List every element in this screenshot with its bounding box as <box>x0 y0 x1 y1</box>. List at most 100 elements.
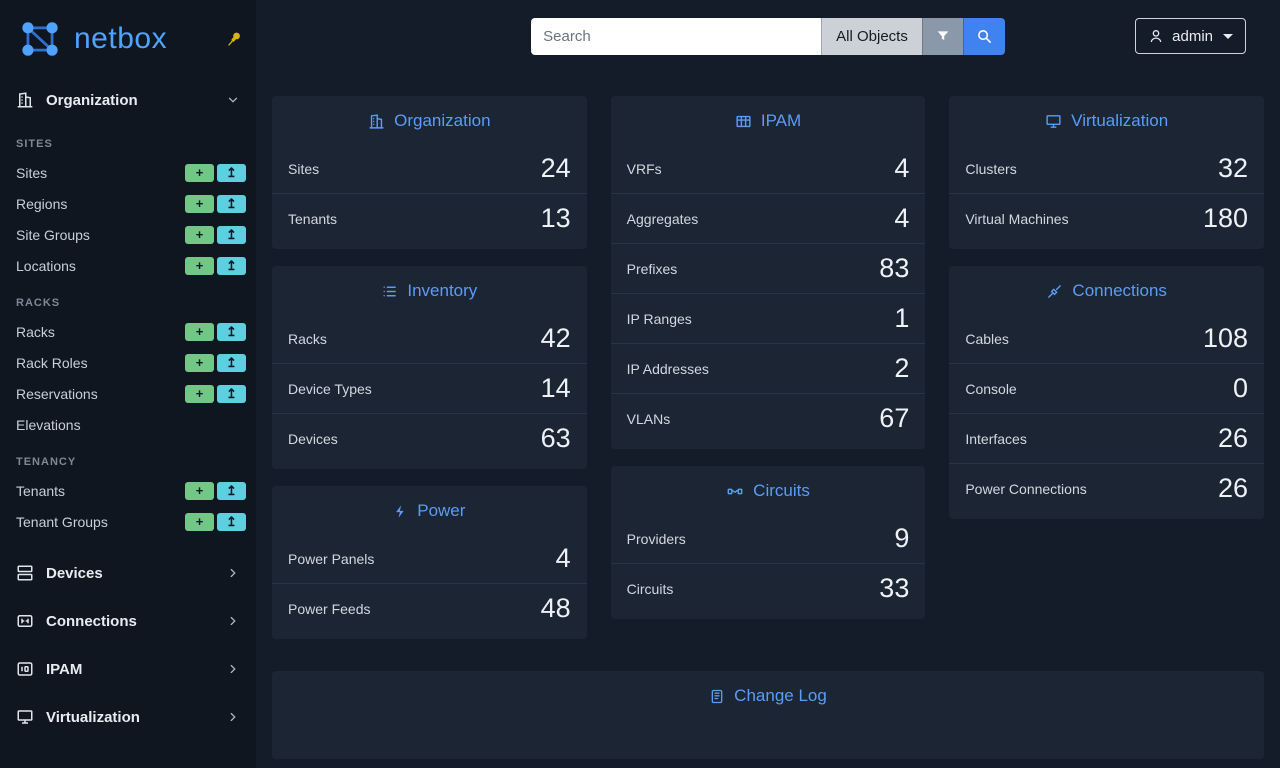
stat-row[interactable]: Aggregates 4 <box>610 193 926 243</box>
sidebar-group-label: Connections <box>46 612 137 630</box>
add-button[interactable]: + <box>185 512 214 531</box>
sidebar-group-ipam[interactable]: IPAM <box>0 645 256 693</box>
stat-row[interactable]: Device Types 14 <box>272 363 587 413</box>
import-button[interactable]: ↥ <box>217 194 246 213</box>
add-button[interactable]: + <box>185 163 214 182</box>
sidebar-item-rack-roles[interactable]: Rack Roles + ↥ <box>0 347 256 378</box>
import-button[interactable]: ↥ <box>217 225 246 244</box>
filter-button[interactable] <box>921 17 963 55</box>
stat-row[interactable]: IP Ranges 1 <box>610 293 926 343</box>
stat-value: 33 <box>879 573 910 603</box>
card-header: Circuits <box>611 466 926 514</box>
add-button[interactable]: + <box>185 194 214 213</box>
stat-label: VLANs <box>626 410 671 427</box>
stat-label: Tenants <box>288 210 338 227</box>
sidebar-item-label: Regions <box>16 195 68 212</box>
card-column: Organization Sites 24 Tenants 13 Invento… <box>272 96 587 639</box>
stat-value: 4 <box>555 543 571 573</box>
circuits-icon <box>726 483 744 500</box>
stat-row[interactable]: Tenants 13 <box>272 193 587 243</box>
stat-label: Providers <box>626 530 686 547</box>
brand-name: netbox <box>74 22 168 55</box>
power-card: Power Power Panels 4 Power Feeds 48 <box>272 486 587 639</box>
sidebar-group-virtualization[interactable]: Virtualization <box>0 693 256 741</box>
import-button[interactable]: ↥ <box>217 256 246 275</box>
add-button[interactable]: + <box>185 256 214 275</box>
caret-down-icon <box>1223 33 1233 39</box>
stat-value: 83 <box>879 253 910 283</box>
stat-value: 26 <box>1217 473 1249 503</box>
sidebar-item-tenant-groups[interactable]: Tenant Groups + ↥ <box>0 506 256 537</box>
add-button[interactable]: + <box>185 225 214 244</box>
stat-row[interactable]: Power Panels 4 <box>272 534 587 583</box>
sidebar-item-label: Tenants <box>16 482 66 499</box>
brand[interactable]: netbox <box>0 0 256 78</box>
stat-row[interactable]: Clusters 32 <box>949 144 1264 193</box>
section-title-tenancy: TENANCY <box>16 456 77 468</box>
ipam-icon <box>16 660 34 678</box>
search-input[interactable] <box>531 17 822 55</box>
stat-row[interactable]: Providers 9 <box>611 514 926 563</box>
stat-row[interactable]: Sites 24 <box>272 144 587 193</box>
stat-row[interactable]: Prefixes 83 <box>610 243 926 293</box>
import-button[interactable]: ↥ <box>217 384 246 403</box>
sidebar-item-racks[interactable]: Racks + ↥ <box>0 316 256 347</box>
pin-icon[interactable] <box>222 27 246 51</box>
topbar: All Objects admin <box>272 0 1264 72</box>
connections-card: Connections Cables 108 Console 0 Interfa… <box>949 266 1265 519</box>
import-button[interactable]: ↥ <box>217 322 246 341</box>
stat-value: 32 <box>1217 153 1249 183</box>
stat-label: Aggregates <box>626 210 699 227</box>
stat-value: 63 <box>540 423 571 453</box>
sidebar-item-locations[interactable]: Locations + ↥ <box>0 250 256 281</box>
card-title: Connections <box>1072 281 1167 300</box>
stat-row[interactable]: VLANs 67 <box>610 393 926 443</box>
add-button[interactable]: + <box>185 353 214 372</box>
chevron-right-icon <box>226 710 240 724</box>
stat-row[interactable]: Racks 42 <box>272 314 587 363</box>
search-submit-button[interactable] <box>962 17 1005 55</box>
stat-row[interactable]: Virtual Machines 180 <box>949 193 1265 243</box>
stat-label: Interfaces <box>965 430 1027 447</box>
add-button[interactable]: + <box>185 481 214 500</box>
organization-card: Organization Sites 24 Tenants 13 <box>272 96 587 249</box>
stat-row[interactable]: Power Connections 26 <box>949 463 1265 513</box>
stat-row[interactable]: Circuits 33 <box>610 563 926 613</box>
import-button[interactable]: ↥ <box>217 353 246 372</box>
user-menu-button[interactable]: admin <box>1135 18 1246 54</box>
stat-row[interactable]: Console 0 <box>949 363 1265 413</box>
stat-value: 67 <box>879 403 910 433</box>
stat-row[interactable]: IP Addresses 2 <box>610 343 926 393</box>
stat-label: Power Panels <box>288 550 375 567</box>
card-header: Power <box>272 486 587 534</box>
sidebar-group-devices[interactable]: Devices <box>0 549 256 597</box>
stat-row[interactable]: VRFs 4 <box>611 144 926 193</box>
search-scope-button[interactable]: All Objects <box>821 17 922 55</box>
import-button[interactable]: ↥ <box>217 163 246 182</box>
chevron-right-icon <box>226 662 240 676</box>
stat-row[interactable]: Cables 108 <box>949 314 1264 363</box>
stat-row[interactable]: Devices 63 <box>272 413 587 463</box>
sidebar-item-site-groups[interactable]: Site Groups + ↥ <box>0 219 256 250</box>
stat-row[interactable]: Interfaces 26 <box>949 413 1265 463</box>
add-button[interactable]: + <box>185 384 214 403</box>
building-icon <box>368 113 385 130</box>
ipam-card: IPAM VRFs 4 Aggregates 4 Prefixes 83 IP … <box>610 96 926 449</box>
grid-icon <box>735 113 752 130</box>
import-button[interactable]: ↥ <box>217 512 246 531</box>
stat-value: 48 <box>540 593 571 623</box>
sidebar-item-tenants[interactable]: Tenants + ↥ <box>0 475 256 506</box>
sidebar-item-elevations[interactable]: Elevations <box>0 409 256 440</box>
add-button[interactable]: + <box>185 322 214 341</box>
sidebar-group-organization[interactable]: Organization <box>0 78 256 122</box>
sidebar-item-reservations[interactable]: Reservations + ↥ <box>0 378 256 409</box>
sidebar-group-connections[interactable]: Connections <box>0 597 256 645</box>
sidebar-group-label: Virtualization <box>46 708 140 726</box>
import-button[interactable]: ↥ <box>217 481 246 500</box>
stat-row[interactable]: Power Feeds 48 <box>272 583 587 633</box>
sidebar-item-label: Tenant Groups <box>16 513 108 530</box>
changelog-icon <box>709 688 725 705</box>
stat-value: 42 <box>540 323 571 353</box>
sidebar-item-regions[interactable]: Regions + ↥ <box>0 188 256 219</box>
sidebar-item-sites[interactable]: Sites + ↥ <box>0 157 256 188</box>
